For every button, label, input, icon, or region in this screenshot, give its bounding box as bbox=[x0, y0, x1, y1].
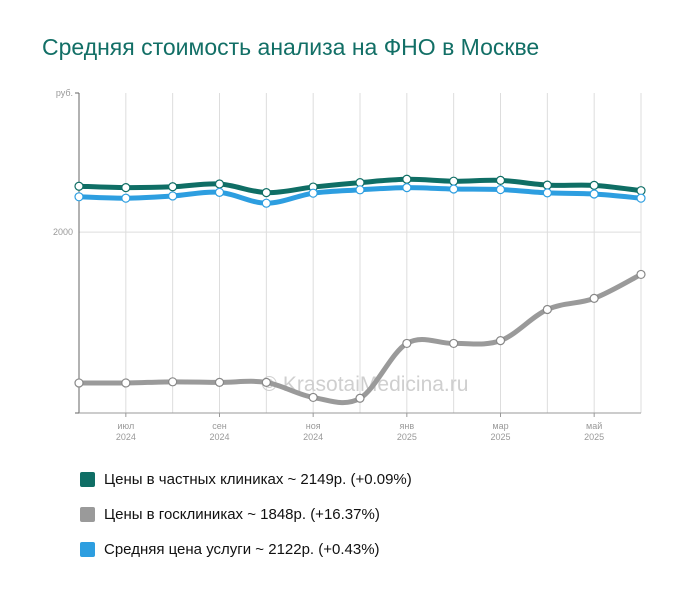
y-axis-unit: руб. bbox=[56, 88, 73, 98]
data-point-public bbox=[308, 392, 318, 403]
data-point-private bbox=[449, 176, 459, 186]
legend-item-private[interactable]: Цены в частных клиниках ~ 2149р. (+0.09%… bbox=[80, 462, 412, 497]
data-point-private bbox=[74, 181, 84, 191]
data-point-average bbox=[308, 188, 318, 198]
x-tick-year: 2024 bbox=[303, 432, 323, 442]
tick-labels: 2000руб.июл2024сен2024ноя2024янв2025мар2… bbox=[53, 88, 604, 442]
data-point-average bbox=[168, 191, 178, 201]
data-point-private bbox=[636, 186, 646, 196]
data-point-private bbox=[542, 180, 552, 190]
data-point-average bbox=[74, 192, 84, 202]
data-point-average bbox=[355, 185, 365, 195]
series-points bbox=[74, 174, 646, 403]
data-point-average bbox=[542, 188, 552, 198]
data-point-public bbox=[495, 336, 506, 346]
chart-title: Средняя стоимость анализа на ФНО в Москв… bbox=[42, 34, 540, 60]
x-tick-month: мар bbox=[492, 421, 508, 431]
data-point-public bbox=[121, 378, 131, 388]
data-point-average bbox=[589, 189, 599, 199]
data-point-public bbox=[261, 377, 271, 387]
legend-swatch-average bbox=[80, 542, 95, 557]
legend-item-average[interactable]: Средняя цена услуги ~ 2122р. (+0.43%) bbox=[80, 532, 412, 567]
data-point-public bbox=[589, 293, 599, 303]
data-point-private bbox=[214, 179, 225, 189]
x-tick-year: 2025 bbox=[490, 432, 510, 442]
legend-swatch-public bbox=[80, 507, 95, 522]
data-point-public bbox=[74, 378, 84, 388]
data-point-public bbox=[636, 269, 646, 280]
data-point-private bbox=[168, 182, 178, 192]
data-point-private bbox=[261, 188, 271, 198]
legend-label-private: Цены в частных клиниках ~ 2149р. (+0.09%… bbox=[104, 471, 412, 488]
data-point-public bbox=[168, 377, 178, 387]
data-point-private bbox=[121, 183, 131, 193]
x-tick-year: 2025 bbox=[397, 432, 417, 442]
data-point-private bbox=[495, 175, 506, 185]
data-point-public bbox=[214, 377, 225, 387]
x-tick-year: 2025 bbox=[584, 432, 604, 442]
x-tick-year: 2024 bbox=[209, 432, 229, 442]
data-point-average bbox=[261, 198, 271, 208]
x-tick-month: янв bbox=[400, 421, 415, 431]
data-point-average bbox=[214, 187, 225, 197]
legend-swatch-private bbox=[80, 472, 95, 487]
legend-label-public: Цены в госклиниках ~ 1848р. (+16.37%) bbox=[104, 506, 380, 523]
watermark: © KrasotaiMedicina.ru bbox=[262, 373, 469, 396]
data-point-private bbox=[402, 174, 412, 184]
legend-label-average: Средняя цена услуги ~ 2122р. (+0.43%) bbox=[104, 541, 380, 558]
x-tick-year: 2024 bbox=[116, 432, 136, 442]
data-point-public bbox=[449, 338, 459, 349]
data-point-average bbox=[495, 184, 506, 195]
grid-lines bbox=[79, 93, 642, 413]
data-point-public bbox=[355, 393, 365, 403]
data-point-average bbox=[449, 184, 459, 194]
x-tick-month: ноя bbox=[306, 421, 321, 431]
legend: Цены в частных клиниках ~ 2149р. (+0.09%… bbox=[80, 462, 412, 567]
y-tick-label: 2000 bbox=[53, 227, 73, 237]
x-tick-month: май bbox=[586, 421, 602, 431]
data-point-average bbox=[402, 183, 412, 193]
x-tick-month: сен bbox=[212, 421, 227, 431]
data-point-public bbox=[402, 338, 412, 349]
data-point-public bbox=[542, 304, 552, 315]
data-point-average bbox=[121, 193, 131, 203]
data-point-private bbox=[589, 180, 599, 190]
data-point-average bbox=[636, 193, 646, 203]
x-tick-month: июл bbox=[117, 421, 134, 431]
axes bbox=[75, 92, 641, 417]
legend-item-public[interactable]: Цены в госклиниках ~ 1848р. (+16.37%) bbox=[80, 497, 412, 532]
